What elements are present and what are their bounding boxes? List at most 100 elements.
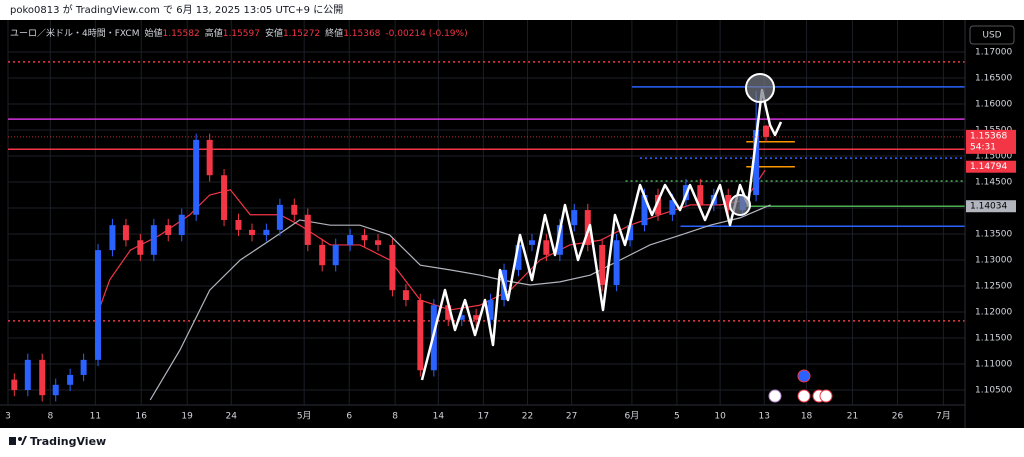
candle-body (571, 210, 578, 226)
x-tick-label: 13 (759, 412, 770, 422)
price-tag-label: 1.15368 (970, 131, 1007, 141)
candle-body (458, 315, 465, 320)
x-tick-label: 8 (47, 412, 53, 422)
candle-body (291, 204, 298, 215)
x-tick-label: 22 (522, 412, 533, 422)
y-tick-label: 1.16000 (975, 99, 1012, 109)
legend-change: -0.00214 (-0.19%) (385, 29, 467, 39)
legend-key: 始値 (144, 27, 162, 39)
candle-body (763, 125, 770, 137)
candle-body (613, 240, 620, 285)
candle-body (332, 244, 339, 266)
legend-title: ユーロ／米ドル・4時間・FXCM (10, 27, 139, 39)
candle-body (109, 225, 116, 251)
currency-label: USD (982, 31, 1001, 41)
y-tick-label: 1.12000 (975, 308, 1012, 318)
countdown-label: 54:31 (970, 142, 996, 152)
candle-body (655, 195, 662, 215)
x-tick-label: 10 (714, 412, 726, 422)
candle-body (67, 374, 74, 385)
candle-body (725, 195, 732, 211)
x-tick-label: 24 (226, 412, 238, 422)
candle-body (137, 240, 144, 255)
y-tick-label: 1.11500 (975, 334, 1012, 344)
candle-body (11, 379, 18, 391)
level-tag-label: 1.14034 (970, 202, 1007, 212)
event-icon (819, 389, 833, 403)
currency-box (969, 25, 1015, 45)
x-tick-label: 3 (5, 412, 11, 422)
x-tick-label: 6月 (625, 411, 640, 422)
plot-area (7, 20, 965, 405)
y-tick-label: 1.15000 (975, 151, 1012, 161)
candle-body (52, 384, 59, 396)
y-tick-label: 1.16500 (975, 73, 1012, 83)
candle-body (276, 204, 283, 230)
candle-body (627, 225, 634, 241)
y-tick-label: 1.13500 (975, 230, 1012, 240)
candle-body (584, 210, 591, 245)
candle-body (319, 244, 326, 266)
publish-header: poko0813 が TradingView.com で 6月 13, 2025… (10, 3, 343, 16)
candle-body (165, 225, 172, 236)
candle-body (150, 225, 157, 255)
candle-body (39, 359, 46, 396)
event-icon (797, 389, 811, 403)
candle-body (515, 244, 522, 270)
legend-value: 1.15272 (283, 29, 320, 39)
candle-body (361, 235, 368, 241)
legend-key: 終値 (325, 27, 343, 39)
x-tick-label: 6 (346, 412, 352, 422)
moving-average-line (94, 169, 766, 321)
price-tag (966, 129, 1016, 154)
moving-average-line (149, 204, 771, 401)
legend-key: 安値 (265, 27, 283, 39)
candle-body (487, 300, 494, 320)
legend-value: 1.15582 (162, 29, 199, 39)
user-drawing (420, 73, 783, 381)
candle-body (556, 225, 563, 255)
candle-body (178, 214, 185, 236)
highlight-circle (729, 194, 751, 216)
legend-value: 1.15368 (343, 29, 380, 39)
y-tick-label: 1.11000 (975, 360, 1012, 370)
candle-body (402, 290, 409, 301)
x-tick-label: 26 (892, 412, 904, 422)
legend-value: 1.15597 (223, 29, 260, 39)
x-tick-label: 7月 (936, 411, 951, 422)
logo-mark (18, 437, 22, 441)
event-icon (797, 369, 811, 383)
candle-body (697, 185, 704, 205)
x-tick-label: 27 (566, 412, 577, 422)
candle-body (389, 244, 396, 291)
candle-body (248, 229, 255, 236)
candle-body (641, 195, 648, 226)
candle-body (599, 244, 606, 285)
candle-body (95, 250, 102, 360)
x-tick-label: 16 (136, 412, 148, 422)
logo-mark (9, 437, 16, 445)
level-tag-label: 1.14794 (970, 162, 1007, 172)
chart-legend: ユーロ／米ドル・4時間・FXCM 始値1.15582 高値1.15597 安値1.15… (10, 27, 468, 39)
highlight-circle (745, 73, 775, 103)
x-tick-label: 21 (847, 412, 858, 422)
candle-body (669, 200, 676, 215)
event-icons (768, 369, 833, 403)
candle-body (304, 214, 311, 245)
candle-body (122, 225, 129, 241)
x-tick-label: 5月 (297, 411, 312, 422)
level-tag (966, 160, 1016, 173)
candle-body (753, 129, 760, 195)
x-tick-label: 17 (478, 412, 489, 422)
candle-body (473, 315, 480, 320)
candle-body (375, 240, 382, 245)
chart-background (0, 20, 1024, 428)
candle-body (445, 305, 452, 320)
y-tick-label: 1.17000 (975, 47, 1012, 57)
candle-body (543, 240, 550, 255)
x-tick-label: 14 (433, 412, 445, 422)
candle-body (80, 359, 87, 375)
y-tick-label: 1.10500 (975, 386, 1012, 396)
candle-body (347, 235, 354, 245)
